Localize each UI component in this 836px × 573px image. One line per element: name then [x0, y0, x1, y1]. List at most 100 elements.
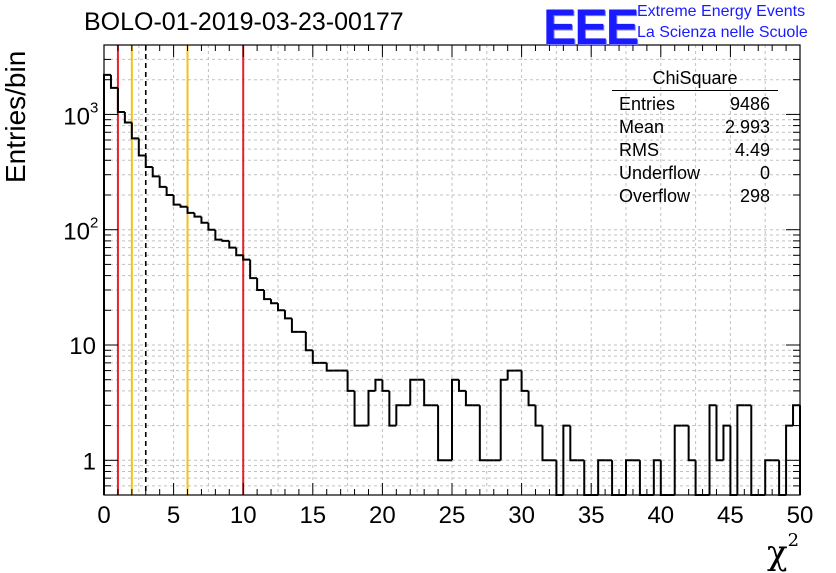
histogram-bin [186, 206, 195, 214]
histogram-bin [597, 459, 606, 495]
y-tick-label: 10 [69, 333, 96, 360]
histogram-bin [346, 370, 355, 392]
histogram-bin [569, 425, 578, 462]
y-tick-label: 1 [83, 448, 96, 475]
histogram-bin [270, 299, 278, 305]
stats-row-underflow: Underflow 0 [612, 162, 778, 185]
x-tick-label: 40 [647, 502, 674, 529]
histogram-bin [221, 239, 230, 242]
stats-row-rms: RMS 4.49 [612, 139, 778, 162]
histogram-bin [374, 378, 383, 391]
histogram-bin [708, 404, 717, 495]
histogram-bin [290, 318, 299, 333]
histogram-bin [457, 379, 466, 392]
stats-value: 9486 [729, 94, 770, 114]
eee-line-1: Extreme Energy Events [637, 3, 806, 20]
histogram-bin [151, 166, 160, 178]
stats-value: 298 [739, 186, 770, 206]
stats-row-mean: Mean 2.993 [612, 116, 778, 139]
stats-value: 0 [759, 163, 770, 183]
stats-label: Underflow [619, 163, 701, 183]
histogram-bin [395, 404, 404, 426]
x-tick-label: 5 [167, 502, 180, 529]
histogram-bin [722, 424, 731, 461]
histogram-bin [179, 204, 188, 208]
stats-label: RMS [619, 140, 659, 160]
y-tick-label: 10 [63, 219, 90, 246]
histogram-bin [687, 425, 696, 462]
stats-value: 4.49 [734, 140, 770, 160]
histogram-bin [367, 389, 376, 426]
histogram-bin [388, 390, 397, 427]
histogram-bin [325, 362, 334, 372]
stats-label: Overflow [619, 186, 691, 206]
histogram-bin [527, 390, 536, 407]
histogram-bin [381, 379, 390, 392]
stats-box: ChiSquare Entries 9486 Mean 2.993 RMS 4.49 … [612, 68, 778, 208]
histogram-bin [304, 331, 313, 352]
histogram-bin [311, 350, 320, 364]
histogram-bin [130, 122, 139, 140]
histogram-bin [562, 424, 571, 495]
x-tick-label: 45 [717, 502, 744, 529]
x-tick-label: 30 [508, 502, 535, 529]
histogram-bin [235, 247, 244, 257]
histogram-bin [499, 378, 508, 461]
histogram-bin [451, 378, 459, 461]
chart-title: BOLO-01-2019-03-23-00177 [84, 8, 404, 36]
x-tick-label: 20 [369, 502, 396, 529]
eee-logo: EEE [543, 0, 639, 55]
histogram-bin [158, 176, 167, 188]
histogram-bin [423, 379, 432, 407]
y-axis-label: Entries/bin [0, 50, 31, 183]
histogram-bin [715, 405, 724, 462]
histogram-bin [625, 459, 633, 495]
histogram-bin [409, 378, 418, 406]
histogram-bin [137, 138, 146, 157]
histogram-bin [214, 229, 223, 241]
y-tick-label-exponent: 2 [90, 215, 98, 232]
histogram-bin [534, 405, 543, 427]
x-axis-label-sup: 2 [787, 529, 800, 551]
stats-title: ChiSquare [612, 68, 778, 91]
histogram-bin [123, 111, 132, 124]
histogram-bin [437, 405, 446, 462]
x-ticks: 0 5 10 15 20 25 30 35 40 45 50 [97, 45, 813, 529]
histogram-bin [764, 459, 773, 495]
x-tick-label: 15 [299, 502, 326, 529]
histogram-bin [193, 212, 202, 218]
histogram-bin [353, 390, 362, 427]
y-axis-label-wrap: Entries/bin [0, 51, 40, 183]
histogram-bin [249, 259, 258, 280]
histogram-bin [673, 424, 682, 495]
histogram-bin [506, 369, 515, 380]
histogram-bin [242, 255, 251, 261]
histogram-bin [109, 74, 118, 89]
histogram-bin [478, 405, 487, 462]
stats-row-entries: Entries 9486 [612, 93, 778, 116]
histogram-bin [165, 186, 174, 196]
stats-row-overflow: Overflow 298 [612, 185, 778, 208]
stats-label: Entries [619, 94, 676, 114]
stats-label: Mean [619, 117, 665, 137]
histogram-bin [263, 289, 272, 301]
x-tick-label: 35 [578, 502, 605, 529]
eee-line-2: La Scienza nelle Scuole [637, 24, 808, 41]
y-tick-label-exponent: 3 [90, 99, 98, 116]
histogram-bin [792, 404, 800, 426]
histogram-bin [256, 278, 265, 291]
x-axis-label: χ2 [767, 529, 800, 573]
histogram-bin [520, 370, 529, 392]
histogram-bin [103, 73, 111, 495]
stats-value: 2.993 [724, 117, 770, 137]
x-tick-label: 0 [97, 502, 110, 529]
histogram-bin [228, 240, 237, 249]
histogram-bin [144, 155, 153, 168]
histogram-bin [207, 222, 216, 231]
y-tick-label: 10 [63, 103, 90, 130]
x-tick-label: 25 [439, 502, 466, 529]
histogram-bin [464, 390, 473, 407]
histogram-bin [785, 424, 794, 495]
